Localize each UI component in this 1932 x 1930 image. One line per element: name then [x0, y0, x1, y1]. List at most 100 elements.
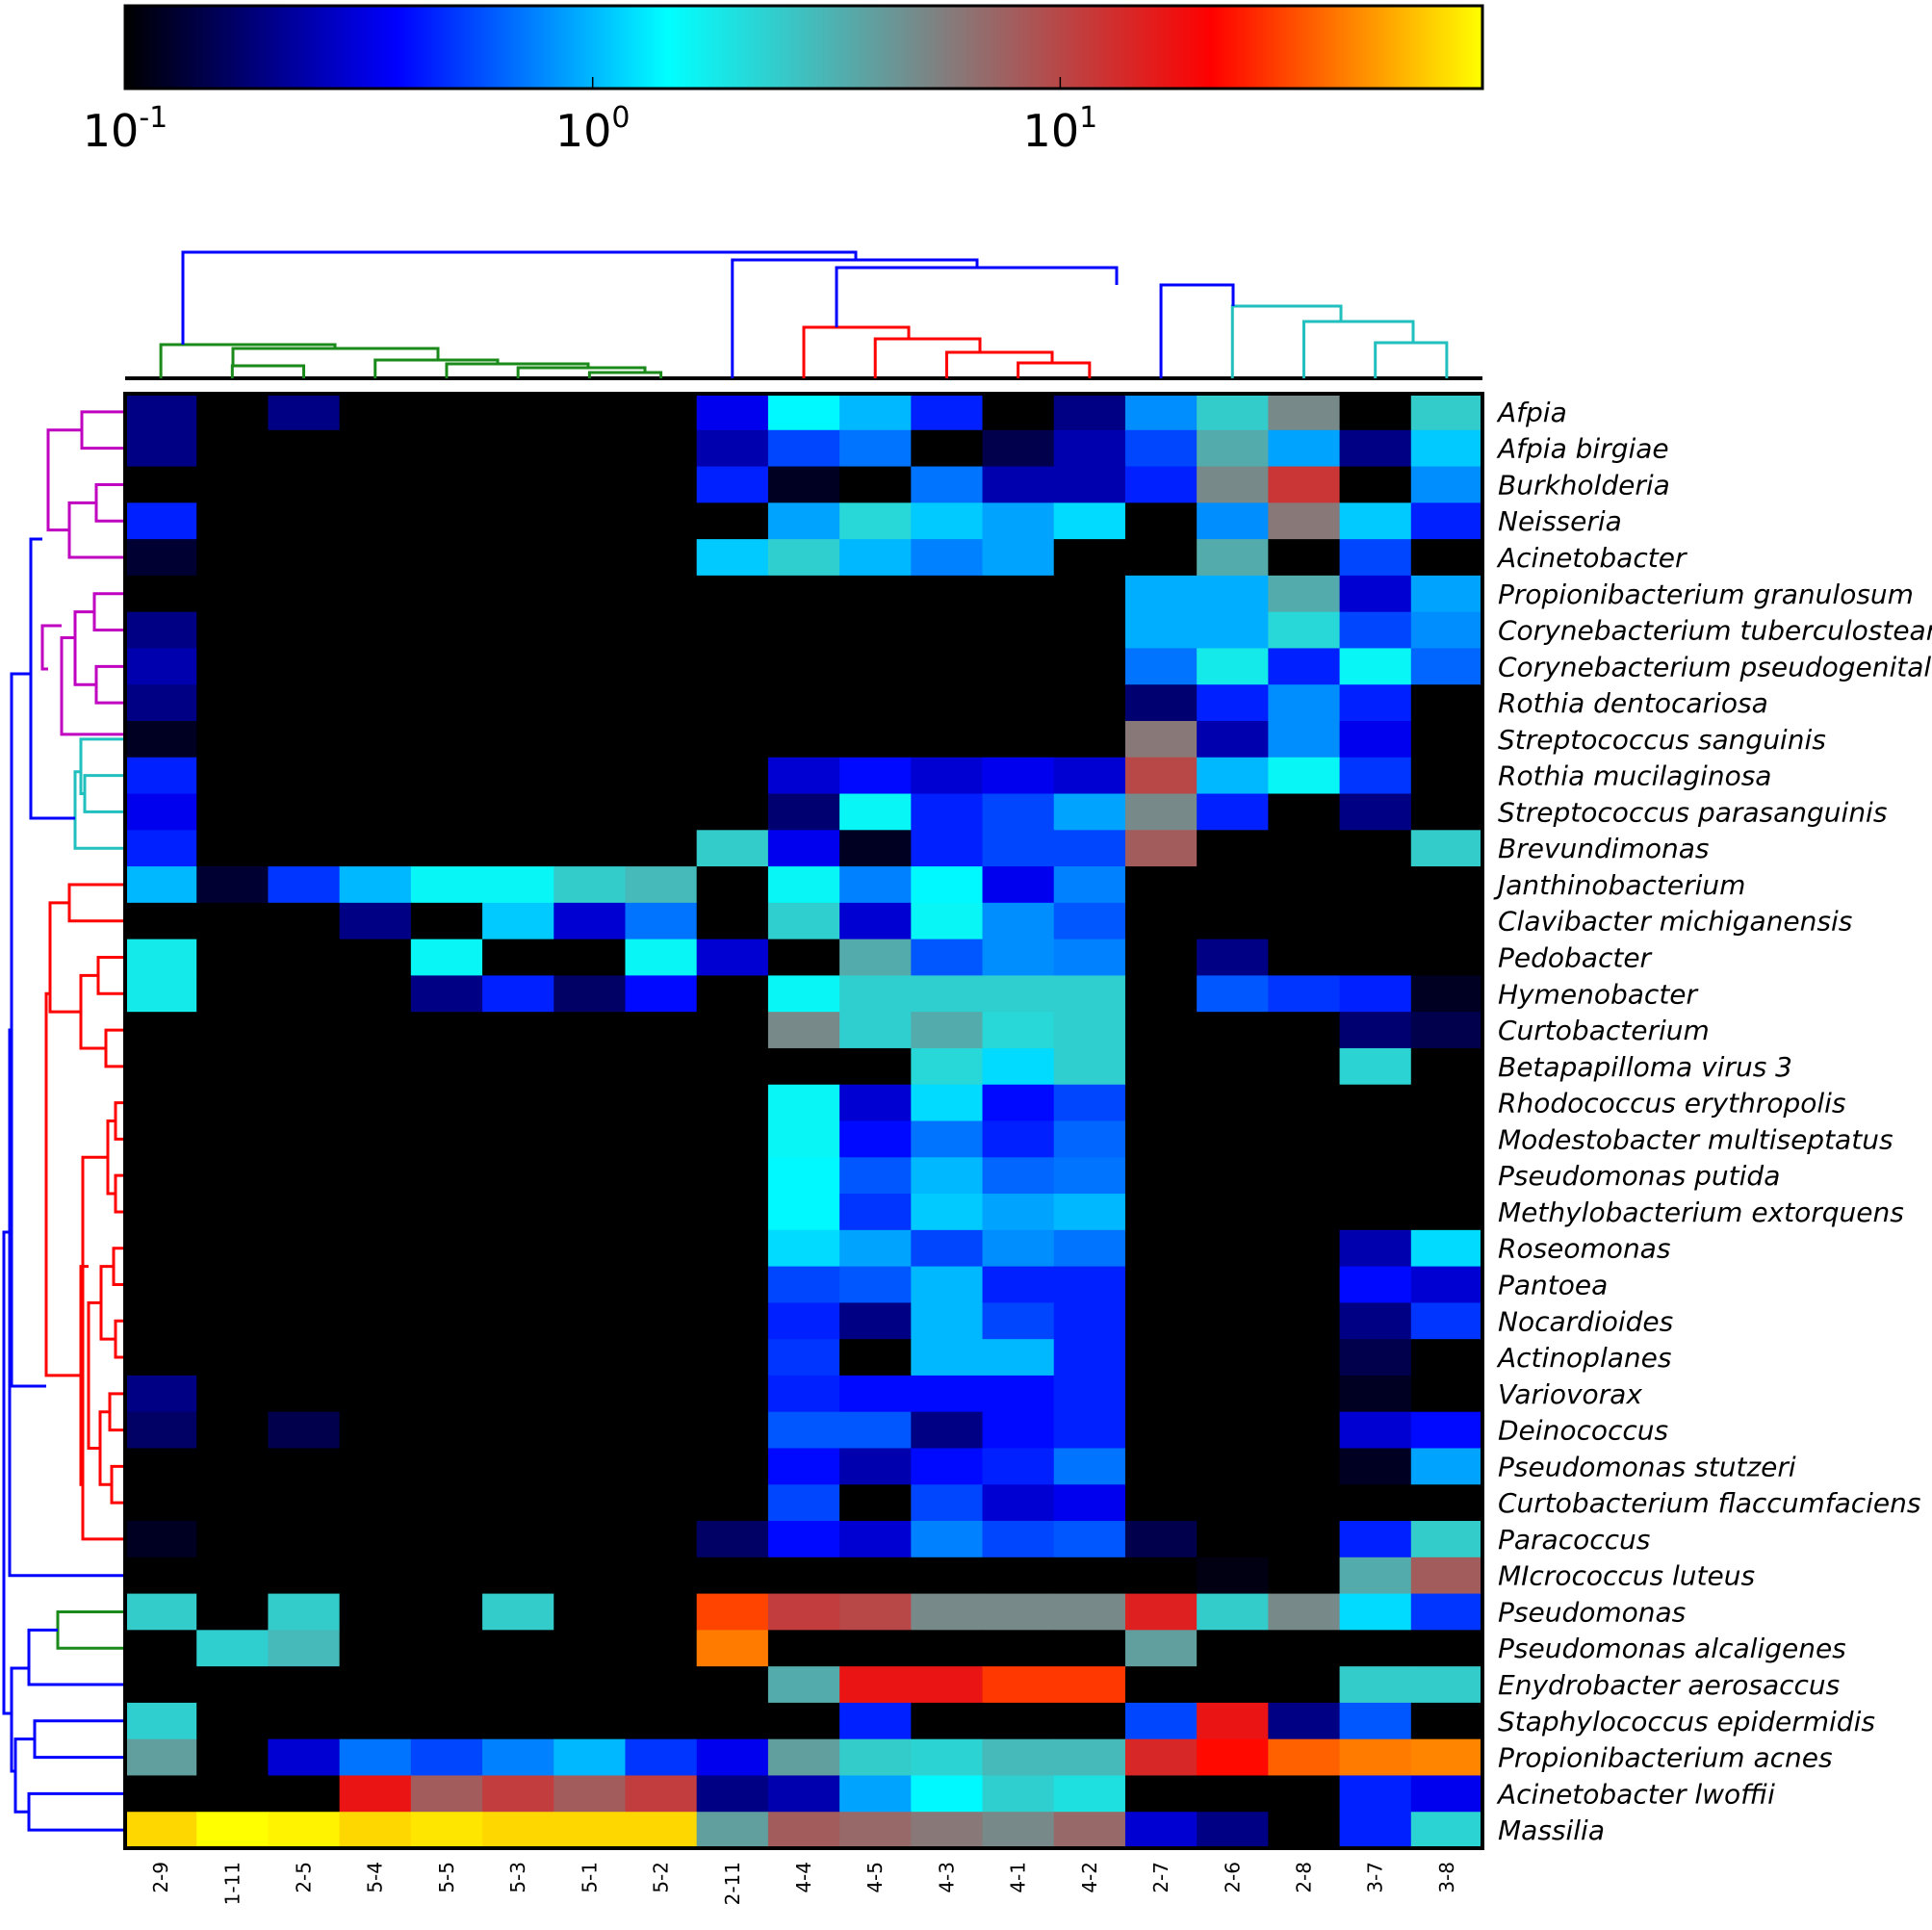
heatmap-cell: [982, 1339, 1055, 1377]
heatmap-cell: [125, 1484, 197, 1522]
heatmap-cell: [1339, 1557, 1412, 1595]
heatmap-cell: [1124, 1775, 1198, 1813]
heatmap-cell: [1197, 1484, 1269, 1522]
heatmap-cell: [982, 1120, 1055, 1158]
heatmap-cell: [696, 1812, 769, 1849]
heatmap-cell: [410, 575, 483, 613]
heatmap-cell: [482, 502, 554, 540]
row-label: Actinoplanes: [1496, 1342, 1671, 1374]
heatmap-cell: [554, 611, 627, 650]
heatmap-cell: [339, 902, 412, 940]
heatmap-cell: [410, 1557, 483, 1595]
row-dendrogram-link: [108, 1392, 123, 1432]
heatmap-cell: [982, 1411, 1055, 1450]
heatmap-cell: [339, 1666, 412, 1704]
heatmap-cell: [196, 1411, 270, 1450]
heatmap-cell: [268, 1738, 341, 1777]
heatmap-cell: [625, 466, 698, 503]
heatmap-cell: [1197, 1157, 1269, 1195]
heatmap-cell: [1197, 720, 1269, 759]
heatmap-cell: [196, 830, 270, 867]
heatmap-cell: [410, 1666, 483, 1704]
heatmap-cell: [911, 757, 984, 795]
heatmap-cell: [982, 429, 1055, 468]
heatmap-cell: [1124, 757, 1198, 795]
row-label: Roseomonas: [1498, 1233, 1670, 1265]
heatmap-cell: [410, 757, 483, 795]
heatmap-cell: [696, 975, 769, 1013]
heatmap-cell: [625, 1484, 698, 1522]
heatmap-cell: [767, 830, 840, 867]
heatmap-cell: [268, 429, 341, 468]
heatmap-cell: [625, 539, 698, 577]
heatmap-cell: [482, 575, 554, 613]
heatmap-cell: [1268, 1448, 1341, 1485]
row-label: Rothia dentocariosa: [1498, 687, 1768, 719]
heatmap-cell: [339, 466, 412, 503]
heatmap-cell: [625, 1593, 698, 1631]
heatmap-cell: [911, 1484, 984, 1522]
column-label: 2-7: [1149, 1862, 1172, 1893]
heatmap-cell: [767, 1302, 840, 1340]
heatmap-cell: [696, 1484, 769, 1522]
heatmap-cell: [982, 1630, 1055, 1667]
heatmap-cell: [1197, 502, 1269, 540]
heatmap-cell: [1053, 575, 1126, 613]
heatmap-cell: [339, 1120, 412, 1158]
heatmap-cell: [839, 1630, 912, 1667]
column-dendrogram-link: [1159, 283, 1235, 378]
heatmap-cell: [268, 1666, 341, 1704]
heatmap-cell: [767, 1229, 840, 1268]
heatmap-cell: [554, 1194, 627, 1231]
heatmap-cell: [767, 720, 840, 759]
heatmap-cell: [196, 1702, 270, 1740]
heatmap-cell: [482, 611, 554, 650]
heatmap-cell: [482, 902, 554, 940]
heatmap-cell: [1339, 1266, 1412, 1303]
heatmap-cell: [1339, 611, 1412, 650]
heatmap-cell: [767, 1593, 840, 1631]
heatmap-cell: [1268, 684, 1341, 722]
heatmap-cell: [482, 1775, 554, 1813]
column-label: 5-1: [578, 1862, 601, 1893]
heatmap-cell: [625, 902, 698, 940]
column-dendrogram-link: [1017, 361, 1092, 378]
heatmap-cell: [625, 1084, 698, 1122]
heatmap-cell: [268, 866, 341, 904]
heatmap-cell: [482, 1738, 554, 1777]
heatmap-cell: [125, 394, 197, 431]
heatmap-cell: [339, 684, 412, 722]
heatmap-cell: [339, 757, 412, 795]
heatmap-cell: [482, 1084, 554, 1122]
heatmap-cell: [911, 1120, 984, 1158]
heatmap-cell: [1339, 975, 1412, 1013]
heatmap-cell: [625, 757, 698, 795]
heatmap-cell: [1268, 1775, 1341, 1813]
heatmap-cell: [767, 394, 840, 431]
heatmap-cell: [1197, 466, 1269, 503]
heatmap-cell: [482, 793, 554, 831]
heatmap-cell: [911, 429, 984, 468]
heatmap-cell: [767, 939, 840, 976]
column-dendrogram-link: [944, 350, 1054, 378]
heatmap-cell: [410, 611, 483, 650]
heatmap-cell: [125, 611, 197, 650]
heatmap-cell: [410, 1484, 483, 1522]
heatmap-cell: [196, 902, 270, 940]
heatmap-cell: [196, 1738, 270, 1777]
heatmap-cell: [911, 1012, 984, 1049]
heatmap-cell: [196, 466, 270, 503]
colorbar-tick-exponent: -1: [139, 101, 167, 135]
heatmap-cell: [911, 1229, 984, 1268]
heatmap-cell: [125, 757, 197, 795]
heatmap-cell: [1410, 1266, 1483, 1303]
row-dendrogram-link: [33, 1719, 123, 1760]
heatmap-cell: [410, 1302, 483, 1340]
heatmap-cell: [696, 1411, 769, 1450]
row-dendrogram-link: [104, 1028, 123, 1068]
heatmap-cell: [1053, 793, 1126, 831]
heatmap-cell: [1124, 1047, 1198, 1086]
heatmap-cell: [196, 1375, 270, 1413]
heatmap-cell: [696, 1120, 769, 1158]
column-labels: 2-9 1-11 2-5 5-4 5-5 5-3 5-1 5-2 2-11 4-4 4-5 4-3 4-…: [149, 1862, 1458, 1905]
